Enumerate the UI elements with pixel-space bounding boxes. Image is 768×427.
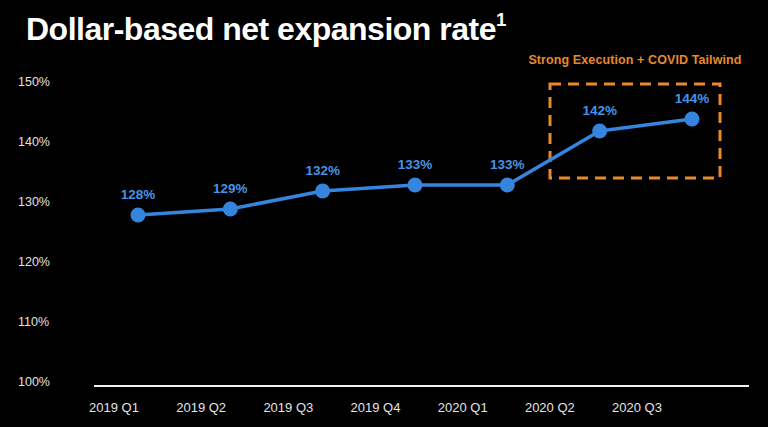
- line-chart-svg: [0, 0, 768, 427]
- data-point-label: 132%: [291, 163, 355, 179]
- y-axis-tick-label: 130%: [18, 195, 62, 210]
- data-point-label: 142%: [568, 103, 632, 119]
- presentation-slide: Dollar-based net expansion rate1 Strong …: [0, 0, 768, 427]
- y-axis-tick-label: 140%: [18, 135, 62, 150]
- data-point-marker: [500, 178, 515, 193]
- data-point-label: 133%: [475, 157, 539, 173]
- y-axis-tick-label: 120%: [18, 255, 62, 270]
- data-point-marker: [131, 208, 146, 223]
- x-axis-tick-label: 2019 Q2: [156, 400, 246, 416]
- x-axis-tick-label: 2019 Q1: [69, 400, 159, 416]
- x-axis-tick-label: 2020 Q3: [592, 400, 682, 416]
- y-axis-tick-label: 110%: [18, 315, 62, 330]
- y-axis-tick-label: 100%: [18, 375, 62, 390]
- x-axis-tick-label: 2019 Q3: [243, 400, 333, 416]
- data-point-label: 133%: [383, 157, 447, 173]
- data-point-label: 128%: [106, 187, 170, 203]
- x-axis-tick-label: 2019 Q4: [331, 400, 421, 416]
- data-point-marker: [684, 112, 699, 127]
- x-axis-line: [94, 385, 749, 387]
- data-point-label: 144%: [660, 91, 724, 107]
- data-point-marker: [315, 184, 330, 199]
- y-axis-tick-label: 150%: [18, 75, 62, 90]
- data-point-marker: [407, 178, 422, 193]
- data-point-label: 129%: [198, 181, 262, 197]
- x-axis-tick-label: 2020 Q1: [418, 400, 508, 416]
- data-point-marker: [592, 124, 607, 139]
- data-point-marker: [223, 202, 238, 217]
- x-axis-tick-label: 2020 Q2: [505, 400, 595, 416]
